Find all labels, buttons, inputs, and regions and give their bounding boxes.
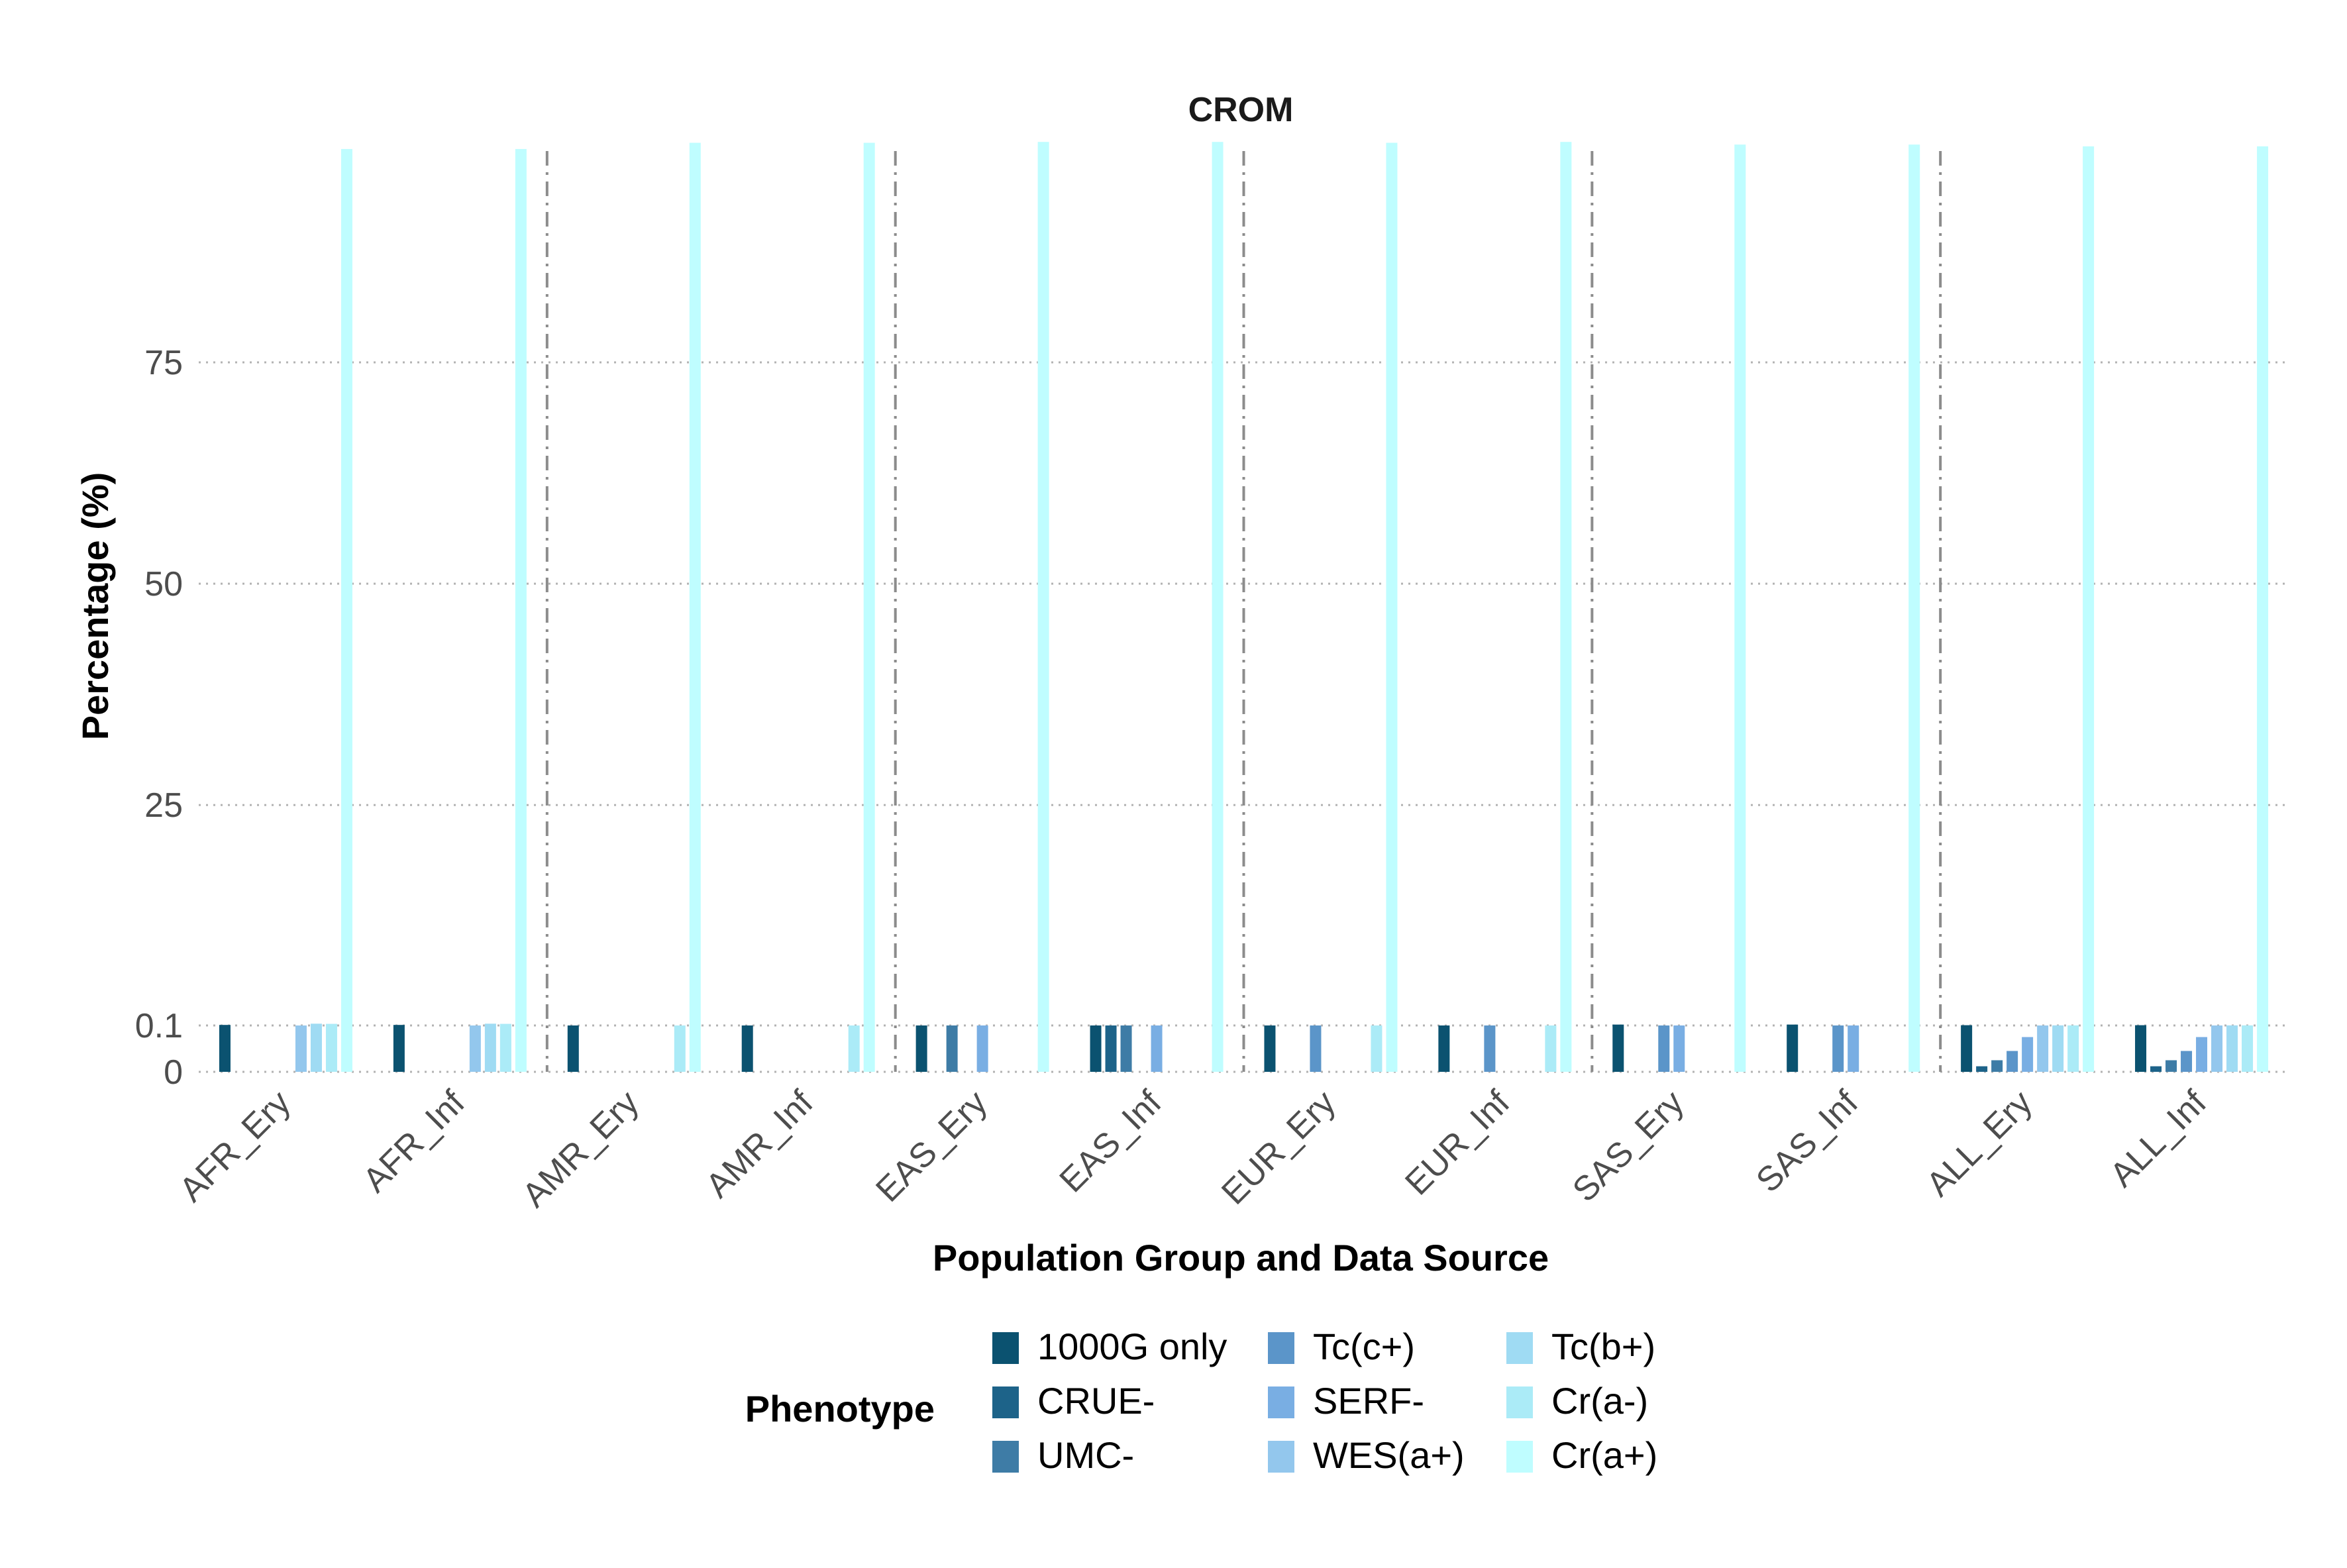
legend-swatch [992, 1441, 1019, 1473]
y-tick-labels: 0 0.1 25 50 75 [135, 344, 183, 1092]
bar [219, 1025, 231, 1072]
bar [1264, 1025, 1276, 1072]
bar [915, 1025, 927, 1072]
y-tick-label: 75 [144, 344, 183, 382]
bar [1734, 144, 1746, 1072]
group-separators [545, 151, 1942, 1072]
bar [1658, 1025, 1670, 1072]
legend-swatch [992, 1332, 1019, 1364]
legend-swatch [1268, 1441, 1294, 1473]
bar [1976, 1066, 1988, 1072]
bar [1832, 1025, 1844, 1072]
bar [2181, 1051, 2193, 1072]
bar [2052, 1025, 2064, 1072]
bar [469, 1025, 481, 1072]
bar [1310, 1025, 1322, 1072]
bar [1848, 1025, 1859, 1072]
legend-label: SERF- [1313, 1380, 1424, 1422]
bar [2135, 1025, 2147, 1072]
bar [863, 142, 875, 1072]
legend-swatch [1506, 1386, 1533, 1418]
bar [567, 1025, 579, 1072]
bar [325, 1023, 337, 1072]
bar [1991, 1060, 2003, 1072]
y-axis-title: Percentage (%) [74, 472, 116, 741]
legend-label: 1000G only [1037, 1326, 1227, 1367]
bar [848, 1025, 860, 1072]
legend-label: UMC- [1037, 1434, 1134, 1476]
bar [340, 148, 352, 1072]
bar [2165, 1060, 2177, 1072]
bar [1105, 1025, 1117, 1072]
legend-label: WES(a+) [1313, 1434, 1465, 1476]
bar [2007, 1051, 2018, 1072]
bar [674, 1025, 686, 1072]
bar [1673, 1025, 1685, 1072]
bar [1037, 142, 1049, 1072]
legend-swatch [1506, 1332, 1533, 1364]
bar [1386, 142, 1398, 1072]
bar [295, 1025, 307, 1072]
bar [946, 1025, 958, 1072]
bar [1120, 1025, 1132, 1072]
bar [976, 1025, 988, 1072]
legend-label: Tc(b+) [1551, 1326, 1655, 1367]
bar [1961, 1025, 1973, 1072]
legend: Phenotype 1000G only CRUE- UMC- Tc(c+) SERF-… [745, 1326, 1658, 1476]
bar [1212, 142, 1224, 1072]
bar [741, 1025, 753, 1072]
bar [2067, 1025, 2079, 1072]
bar [2196, 1037, 2208, 1072]
bar [484, 1023, 496, 1072]
bar [1908, 144, 1920, 1072]
bar [1612, 1024, 1624, 1072]
legend-swatch [1268, 1332, 1294, 1364]
legend-title: Phenotype [745, 1388, 935, 1430]
legend-swatch [992, 1386, 1019, 1418]
bar [2150, 1066, 2162, 1072]
bar [2022, 1037, 2034, 1072]
bar [1090, 1025, 1102, 1072]
bar [1438, 1025, 1450, 1072]
legend-label: Cr(a+) [1551, 1434, 1657, 1476]
bar [2226, 1025, 2238, 1072]
x-axis-title: Population Group and Data Source [933, 1237, 1549, 1279]
bar [1787, 1024, 1799, 1072]
y-tick-label: 0 [164, 1053, 183, 1092]
legend-swatch [1506, 1441, 1533, 1473]
bar [2211, 1025, 2223, 1072]
y-tick-label: 0.1 [135, 1007, 183, 1045]
bar [1151, 1025, 1163, 1072]
bar [515, 148, 527, 1072]
legend-label: Cr(a-) [1551, 1380, 1648, 1422]
bar [2083, 146, 2095, 1072]
chart-title: CROM [1188, 91, 1294, 129]
bar [310, 1023, 322, 1072]
bar [1560, 142, 1572, 1072]
bar [2037, 1025, 2049, 1072]
bar [1484, 1025, 1496, 1072]
bar [689, 142, 701, 1072]
legend-label: Tc(c+) [1313, 1326, 1415, 1367]
bar [1371, 1025, 1382, 1072]
legend-swatch [1268, 1386, 1294, 1418]
bars [219, 142, 2269, 1072]
y-tick-label: 50 [144, 565, 183, 603]
legend-label: CRUE- [1037, 1380, 1155, 1422]
bar [499, 1023, 511, 1072]
bar [2242, 1025, 2254, 1072]
y-tick-label: 25 [144, 786, 183, 825]
bar [2257, 146, 2269, 1072]
bar [393, 1025, 405, 1072]
bar [1545, 1025, 1557, 1072]
